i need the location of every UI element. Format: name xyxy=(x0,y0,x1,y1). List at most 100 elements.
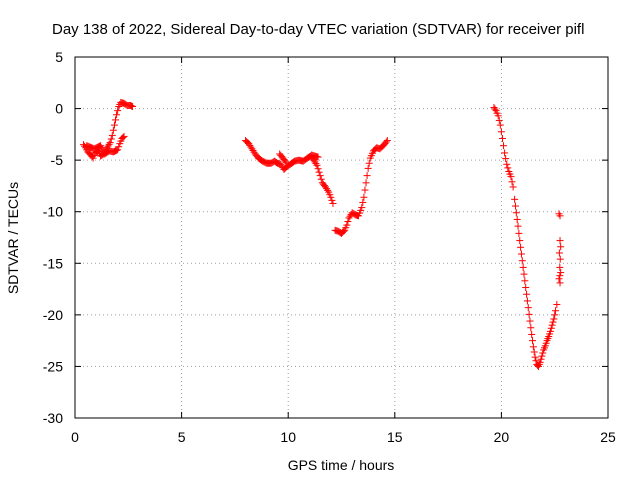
data-point xyxy=(500,142,508,150)
data-point xyxy=(557,269,565,277)
data-point xyxy=(317,175,325,183)
data-point xyxy=(120,132,128,140)
data-point xyxy=(553,301,561,309)
data-point xyxy=(497,128,505,136)
data-point xyxy=(556,255,564,263)
data-point xyxy=(491,105,499,113)
data-point xyxy=(508,178,516,186)
y-tick-label: -30 xyxy=(43,410,63,426)
data-point xyxy=(344,218,352,226)
x-tick-label: 15 xyxy=(387,429,403,445)
data-point xyxy=(511,202,519,210)
data-point xyxy=(547,324,555,332)
data-point xyxy=(514,222,522,230)
data-point xyxy=(550,315,558,323)
grid-layer xyxy=(75,57,608,418)
data-point xyxy=(362,179,370,187)
data-point xyxy=(504,164,512,172)
data-point xyxy=(509,183,517,191)
data-point xyxy=(511,195,519,203)
data-point xyxy=(517,243,525,251)
data-point xyxy=(382,138,390,146)
data-point xyxy=(127,102,135,110)
plot-frame xyxy=(74,56,609,419)
data-point xyxy=(523,290,531,298)
data-point xyxy=(529,343,537,351)
data-point xyxy=(537,355,545,363)
data-point xyxy=(556,263,564,271)
data-point xyxy=(556,279,564,287)
data-point xyxy=(328,196,336,204)
data-point xyxy=(518,257,526,265)
y-tick-label: -5 xyxy=(51,152,64,168)
data-point xyxy=(556,212,564,220)
data-point xyxy=(324,186,332,194)
y-tick-label: -25 xyxy=(43,358,63,374)
x-tick-label: 20 xyxy=(494,429,510,445)
data-point xyxy=(114,107,122,115)
data-point xyxy=(502,155,510,163)
data-point xyxy=(329,199,337,207)
data-point xyxy=(314,165,322,173)
data-point xyxy=(548,321,556,329)
data-point xyxy=(529,337,537,345)
data-point xyxy=(532,357,540,365)
y-axis-label: SDTVAR / TECUs xyxy=(5,182,21,294)
data-point xyxy=(316,172,324,180)
data-point xyxy=(531,353,539,361)
data-point xyxy=(108,131,116,139)
data-point xyxy=(343,221,351,229)
data-point xyxy=(360,193,368,201)
data-point xyxy=(546,327,554,335)
data-point xyxy=(521,277,529,285)
data-point xyxy=(503,160,511,168)
x-tick-label: 5 xyxy=(178,429,186,445)
x-tick-label: 10 xyxy=(280,429,296,445)
data-point xyxy=(109,126,117,134)
data-point xyxy=(507,173,515,181)
data-point xyxy=(112,116,120,124)
data-point xyxy=(361,186,369,194)
data-point xyxy=(282,158,290,166)
data-point xyxy=(364,164,372,172)
data-point xyxy=(551,311,559,319)
data-point xyxy=(315,168,323,176)
data-point xyxy=(525,310,533,318)
data-point xyxy=(512,209,520,217)
chart-title: Day 138 of 2022, Sidereal Day-to-day VTE… xyxy=(52,21,584,38)
data-point xyxy=(496,121,504,129)
data-point xyxy=(530,348,538,356)
data-point xyxy=(516,237,524,245)
data-point xyxy=(517,250,525,258)
data-point xyxy=(106,139,114,147)
data-point xyxy=(113,146,121,154)
data-point xyxy=(524,304,532,312)
data-point xyxy=(555,249,563,257)
data-points xyxy=(80,98,565,370)
data-point xyxy=(519,263,527,271)
data-point xyxy=(119,133,127,141)
data-point xyxy=(358,204,366,212)
data-point xyxy=(520,270,528,278)
ticks-layer: 0 5 10 15 20 25 -30 -25 -20 -15 -10 -5 0 5 xyxy=(43,49,616,445)
data-point xyxy=(115,143,123,151)
data-point xyxy=(312,160,320,168)
data-point xyxy=(110,121,118,129)
y-tick-label: 5 xyxy=(55,49,63,65)
data-point xyxy=(536,358,544,366)
x-tick-label: 25 xyxy=(600,429,616,445)
data-point xyxy=(383,137,391,145)
data-point xyxy=(340,227,348,235)
data-point xyxy=(129,103,137,111)
data-point xyxy=(495,116,503,124)
data-point xyxy=(494,112,502,120)
data-point xyxy=(556,237,564,245)
data-point xyxy=(114,146,122,154)
data-point xyxy=(314,153,322,161)
data-point xyxy=(107,135,115,143)
data-point xyxy=(557,243,565,251)
data-point xyxy=(281,157,289,165)
data-point xyxy=(359,198,367,206)
x-tick-label: 0 xyxy=(71,429,79,445)
data-point xyxy=(549,318,557,326)
